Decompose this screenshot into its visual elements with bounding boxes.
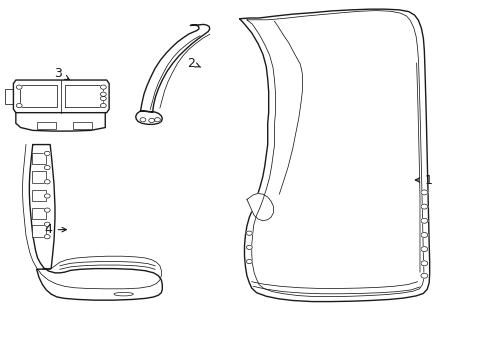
Circle shape (16, 85, 22, 89)
Circle shape (420, 204, 427, 209)
Circle shape (154, 118, 160, 122)
Circle shape (44, 151, 50, 156)
Circle shape (16, 103, 22, 108)
Polygon shape (20, 85, 57, 107)
FancyBboxPatch shape (32, 153, 46, 165)
Circle shape (246, 231, 252, 235)
Circle shape (44, 222, 50, 226)
Polygon shape (13, 80, 109, 113)
Circle shape (44, 180, 50, 184)
FancyBboxPatch shape (32, 225, 46, 237)
Circle shape (420, 273, 427, 278)
Circle shape (100, 103, 106, 108)
Circle shape (420, 233, 427, 238)
FancyBboxPatch shape (32, 190, 46, 201)
Circle shape (44, 194, 50, 198)
Text: 4: 4 (45, 223, 66, 236)
Circle shape (100, 85, 106, 89)
Text: 1: 1 (414, 174, 431, 186)
Text: 3: 3 (54, 67, 69, 80)
FancyBboxPatch shape (73, 122, 92, 129)
Circle shape (140, 118, 145, 122)
Circle shape (420, 190, 427, 195)
Circle shape (44, 208, 50, 212)
Ellipse shape (114, 292, 133, 296)
Polygon shape (16, 113, 105, 131)
Circle shape (44, 235, 50, 239)
FancyBboxPatch shape (32, 171, 46, 183)
Circle shape (44, 166, 50, 170)
Circle shape (420, 261, 427, 266)
Polygon shape (239, 9, 429, 302)
Polygon shape (136, 24, 209, 124)
Polygon shape (246, 193, 273, 221)
Polygon shape (64, 85, 103, 107)
FancyBboxPatch shape (32, 208, 46, 219)
Circle shape (246, 245, 252, 249)
Circle shape (100, 96, 106, 100)
Circle shape (420, 218, 427, 223)
Circle shape (420, 247, 427, 252)
FancyBboxPatch shape (37, 122, 56, 129)
Text: 2: 2 (187, 57, 200, 69)
Circle shape (148, 118, 154, 123)
Circle shape (100, 92, 106, 96)
Polygon shape (29, 145, 162, 300)
Circle shape (246, 260, 252, 264)
